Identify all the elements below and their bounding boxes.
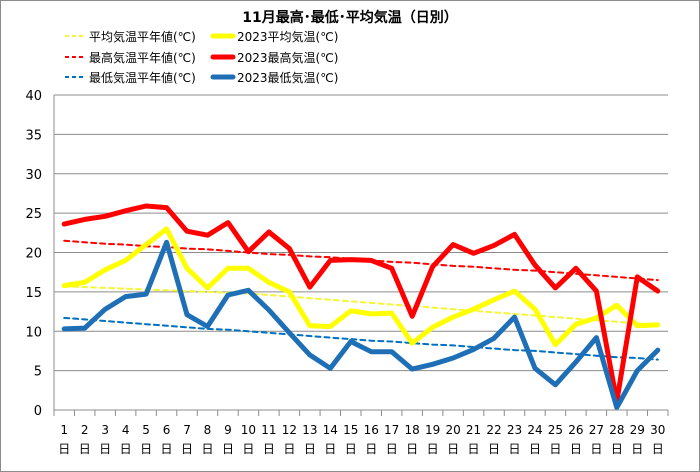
legend-label: 2023最低気温(℃)	[237, 70, 338, 85]
x-tick-day-label: 日	[590, 442, 602, 456]
legend-label: 平均気温平年値(℃)	[89, 29, 196, 44]
x-tick-label: 2	[81, 423, 89, 437]
y-tick-label: 5	[34, 365, 42, 380]
x-tick-label: 14	[323, 423, 338, 437]
x-tick-label: 25	[548, 423, 563, 437]
x-tick-label: 28	[609, 423, 624, 437]
x-tick-day-label: 日	[427, 442, 439, 456]
legend-label: 2023最高気温(℃)	[237, 50, 338, 65]
x-tick-day-label: 日	[140, 442, 152, 456]
y-tick-label: 25	[25, 207, 42, 222]
x-tick-label: 10	[241, 423, 256, 437]
y-tick-label: 15	[25, 286, 42, 301]
x-tick-day-label: 日	[508, 442, 520, 456]
x-tick-day-label: 日	[120, 442, 132, 456]
x-tick-label: 3	[101, 423, 109, 437]
x-tick-label: 29	[630, 423, 645, 437]
x-tick-label: 6	[163, 423, 171, 437]
x-tick-label: 13	[302, 423, 317, 437]
x-axis-ticks: 1日2日3日4日5日6日7日8日9日10日11日12日13日14日15日16日1…	[53, 410, 669, 456]
grid-lines	[54, 94, 668, 372]
x-tick-day-label: 日	[283, 442, 295, 456]
x-tick-day-label: 日	[345, 442, 357, 456]
x-tick-label: 12	[282, 423, 297, 437]
y-tick-label: 35	[25, 128, 42, 143]
x-tick-day-label: 日	[570, 442, 582, 456]
x-tick-label: 22	[486, 423, 501, 437]
legend-label: 2023平均気温(℃)	[237, 29, 338, 44]
x-tick-label: 26	[568, 423, 583, 437]
x-tick-day-label: 日	[549, 442, 561, 456]
x-tick-label: 20	[445, 423, 460, 437]
series-line-4	[61, 203, 661, 404]
legend-label: 最低気温平年値(℃)	[89, 70, 196, 85]
x-tick-day-label: 日	[529, 442, 541, 456]
x-tick-day-label: 日	[447, 442, 459, 456]
x-tick-day-label: 日	[611, 442, 623, 456]
chart-legend: 平均気温平年値(℃) 2023平均気温(℃) 最高気温平年値(℃) 2023最高気温(…	[65, 29, 338, 85]
series-line-5	[63, 316, 659, 361]
chart-title: 11月最高･最低･平均気温（日別）	[242, 9, 457, 26]
x-tick-day-label: 日	[263, 442, 275, 456]
x-tick-day-label: 日	[181, 442, 193, 456]
y-axis-ticks: 0 5 10 15 20 25 30 35 40	[25, 89, 42, 419]
x-tick-label: 15	[343, 423, 358, 437]
series-layer	[61, 203, 661, 411]
x-tick-label: 21	[466, 423, 481, 437]
x-tick-day-label: 日	[652, 442, 664, 456]
x-tick-day-label: 日	[242, 442, 254, 456]
x-tick-day-label: 日	[222, 442, 234, 456]
x-tick-label: 16	[364, 423, 379, 437]
x-tick-day-label: 日	[365, 442, 377, 456]
y-tick-label: 0	[34, 404, 42, 419]
x-tick-day-label: 日	[58, 442, 70, 456]
x-tick-day-label: 日	[79, 442, 91, 456]
x-tick-day-label: 日	[324, 442, 336, 456]
x-tick-label: 5	[142, 423, 150, 437]
x-tick-label: 11	[261, 423, 276, 437]
series-line-6	[61, 239, 661, 411]
x-tick-day-label: 日	[488, 442, 500, 456]
x-tick-label: 8	[204, 423, 212, 437]
x-tick-day-label: 日	[201, 442, 213, 456]
legend-label: 最高気温平年値(℃)	[89, 50, 196, 65]
x-tick-label: 17	[384, 423, 399, 437]
x-tick-label: 7	[183, 423, 191, 437]
x-tick-day-label: 日	[468, 442, 480, 456]
x-tick-day-label: 日	[161, 442, 173, 456]
x-tick-label: 27	[589, 423, 604, 437]
x-tick-label: 30	[650, 423, 665, 437]
x-tick-label: 9	[224, 423, 232, 437]
x-tick-day-label: 日	[406, 442, 418, 456]
y-tick-label: 30	[25, 168, 42, 183]
x-tick-label: 19	[425, 423, 440, 437]
x-tick-label: 1	[60, 423, 68, 437]
series-line-2	[61, 226, 661, 348]
axes	[53, 95, 668, 411]
x-tick-day-label: 日	[631, 442, 643, 456]
x-tick-label: 23	[507, 423, 522, 437]
x-tick-day-label: 日	[99, 442, 111, 456]
x-tick-day-label: 日	[304, 442, 316, 456]
x-tick-label: 24	[527, 423, 542, 437]
y-tick-label: 40	[25, 89, 42, 104]
y-tick-label: 10	[25, 325, 42, 340]
x-tick-day-label: 日	[386, 442, 398, 456]
series-line-1	[63, 285, 659, 326]
x-tick-label: 18	[405, 423, 420, 437]
y-tick-label: 20	[25, 247, 42, 262]
x-tick-label: 4	[122, 423, 130, 437]
